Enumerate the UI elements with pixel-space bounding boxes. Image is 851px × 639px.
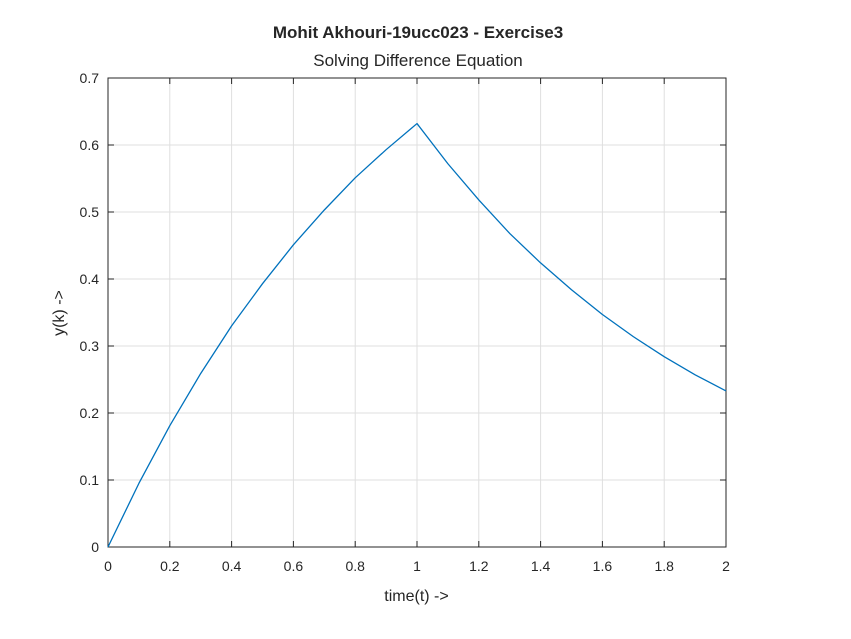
y-tick-label: 0.1 xyxy=(80,472,100,488)
chart-subtitle: Solving Difference Equation xyxy=(313,51,523,70)
x-tick-label: 0.4 xyxy=(222,558,242,574)
x-axis-ticks: 0 0.2 0.4 0.6 0.8 1 1.2 1.4 1.6 1.8 2 xyxy=(104,78,730,574)
y-tick-label: 0 xyxy=(91,539,99,555)
series-line-1 xyxy=(107,122,727,548)
x-tick-label: 1 xyxy=(413,558,421,574)
x-tick-label: 1.4 xyxy=(531,558,551,574)
chart-title: Mohit Akhouri-19ucc023 - Exercise3 xyxy=(273,23,563,42)
x-tick-label: 0.8 xyxy=(345,558,365,574)
series-layer xyxy=(107,122,727,548)
x-tick-label: 0 xyxy=(104,558,112,574)
x-tick-label: 0.2 xyxy=(160,558,180,574)
y-tick-label: 0.4 xyxy=(80,271,100,287)
x-tick-label: 1.6 xyxy=(593,558,613,574)
x-tick-label: 1.8 xyxy=(654,558,674,574)
y-tick-label: 0.5 xyxy=(80,204,100,220)
y-tick-label: 0.3 xyxy=(80,338,100,354)
y-axis-ticks: 0 0.1 0.2 0.3 0.4 0.5 0.6 0.7 xyxy=(80,70,726,555)
y-tick-label: 0.2 xyxy=(80,405,100,421)
x-axis-label: time(t) -> xyxy=(384,588,448,605)
y-tick-label: 0.6 xyxy=(80,137,100,153)
x-tick-label: 0.6 xyxy=(284,558,304,574)
y-axis-label: y(k) -> xyxy=(51,290,68,336)
x-tick-label: 2 xyxy=(722,558,730,574)
y-tick-label: 0.7 xyxy=(80,70,100,86)
x-tick-label: 1.2 xyxy=(469,558,489,574)
